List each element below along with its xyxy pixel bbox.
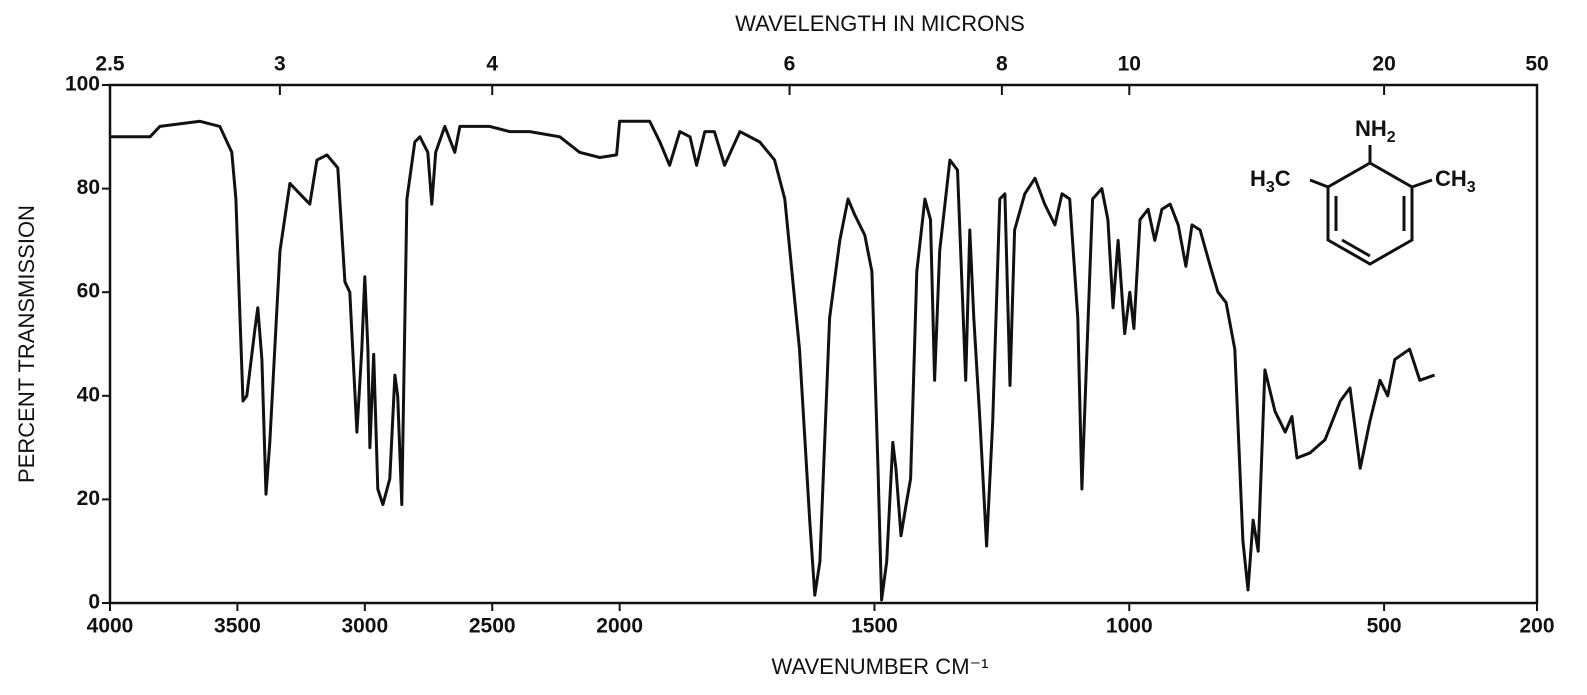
y-tick-label: 20 bbox=[77, 487, 100, 510]
spectrum-line bbox=[110, 119, 1436, 602]
x2-tick-label: 2.5 bbox=[95, 53, 125, 76]
bond bbox=[1309, 178, 1329, 189]
label-ch3: CH3 bbox=[1435, 166, 1476, 196]
y-tick-label: 60 bbox=[77, 280, 100, 303]
structure bbox=[1309, 145, 1433, 266]
double-bond bbox=[1341, 238, 1371, 258]
x-tick-label: 2000 bbox=[596, 615, 643, 638]
x2-tick-label: 6 bbox=[784, 53, 796, 76]
x-tick-label: 500 bbox=[1367, 615, 1402, 638]
label-part: H bbox=[1250, 166, 1266, 191]
label-sub: 2 bbox=[1387, 129, 1396, 146]
x2-tick-label: 8 bbox=[996, 53, 1008, 76]
label-h3c: H3C bbox=[1250, 166, 1291, 196]
x-axis-title: WAVENUMBER CM⁻¹ bbox=[772, 654, 989, 679]
label-part: C bbox=[1275, 166, 1291, 191]
label-part: CH bbox=[1435, 166, 1467, 191]
label-sub: 3 bbox=[1266, 179, 1275, 196]
top-axis-title: WAVELENGTH IN MICRONS bbox=[735, 11, 1025, 36]
plot-frame bbox=[108, 83, 1539, 605]
label-part: NH bbox=[1355, 116, 1387, 141]
x-tick-label: 1000 bbox=[1106, 615, 1153, 638]
x-tick-label: 4000 bbox=[87, 615, 134, 638]
y-tick-label: 80 bbox=[77, 176, 100, 199]
x-tick-label: 3500 bbox=[214, 615, 261, 638]
y-tick-label: 40 bbox=[77, 383, 100, 406]
benzene-ring bbox=[1326, 161, 1414, 266]
x2-tick-label: 4 bbox=[486, 53, 498, 76]
y-tick-label: 0 bbox=[88, 591, 100, 614]
label-sub: 3 bbox=[1467, 179, 1476, 196]
x-tick-label: 1500 bbox=[851, 615, 898, 638]
label-nh2: NH2 bbox=[1355, 116, 1396, 146]
y-axis-title: PERCENT TRANSMISSION bbox=[14, 205, 39, 483]
y-tick-label: 100 bbox=[65, 73, 100, 96]
x2-tick-label: 10 bbox=[1118, 53, 1141, 76]
x-tick-label: 200 bbox=[1519, 615, 1554, 638]
x2-tick-label: 50 bbox=[1525, 53, 1548, 76]
bond bbox=[1411, 178, 1433, 189]
x-tick-label: 2500 bbox=[469, 615, 516, 638]
x-tick-label: 3000 bbox=[341, 615, 388, 638]
x2-tick-label: 20 bbox=[1372, 53, 1395, 76]
x2-tick-label: 3 bbox=[274, 53, 286, 76]
